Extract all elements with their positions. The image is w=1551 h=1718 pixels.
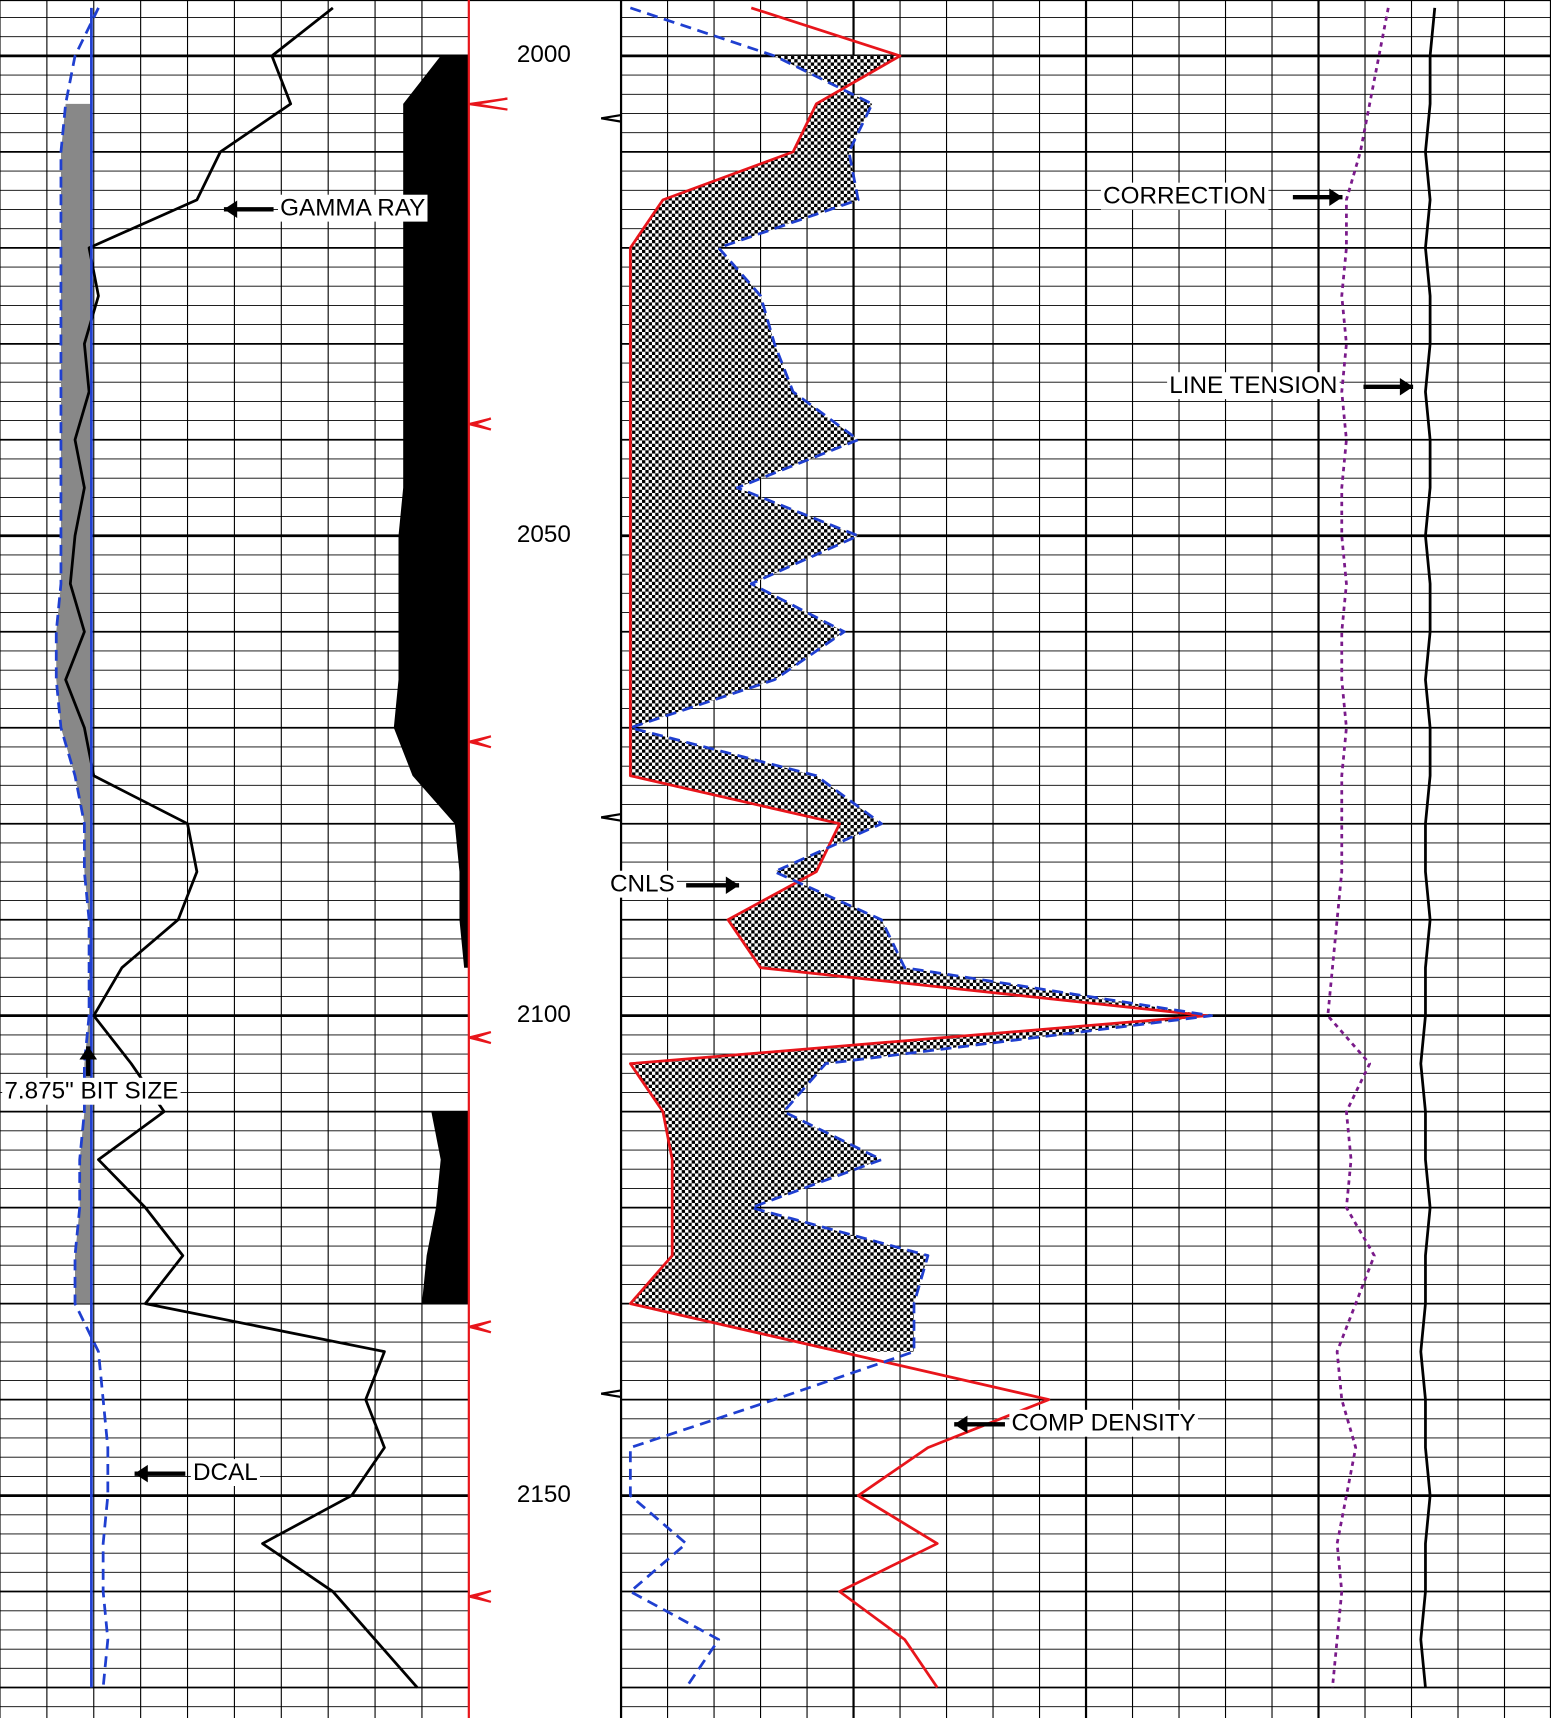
callout-arrow-head — [134, 1464, 148, 1483]
callout-arrow-head — [1329, 188, 1343, 206]
curve-label: COMP DENSITY — [1012, 1410, 1196, 1437]
label-background — [190, 1459, 260, 1487]
label-background — [607, 870, 677, 898]
label-background — [1009, 1409, 1198, 1437]
depth-label: 2100 — [517, 1001, 571, 1028]
label-background — [277, 194, 428, 222]
curve-label: DCAL — [193, 1459, 258, 1486]
curve-fill — [421, 1111, 469, 1304]
curve-label: CNLS — [610, 871, 675, 898]
label-background — [2, 1077, 181, 1105]
annotations: 2000 2050 2100 2150 GAMMA RAY DCAL 7.875" BIT … — [2, 41, 1414, 1508]
log-curve — [628, 6, 1213, 1689]
log-curve — [1419, 7, 1437, 1688]
depth-label: 2000 — [517, 41, 571, 68]
label-background — [1100, 182, 1269, 210]
curve-fill — [393, 55, 469, 968]
callout-arrow-head — [1399, 378, 1414, 396]
depth-label: 2150 — [517, 1481, 571, 1508]
depth-label: 2050 — [517, 521, 571, 548]
callout-arrow-head — [79, 1046, 98, 1060]
callout-arrow-head — [725, 876, 740, 895]
curve-label: 7.875" BIT SIZE — [4, 1078, 178, 1105]
curve-label: CORRECTION — [1103, 183, 1266, 210]
log-curve — [1326, 7, 1390, 1688]
log-curve — [54, 7, 110, 1688]
label-background — [1167, 372, 1340, 400]
callout-arrow-head — [223, 200, 238, 219]
callout-arrow-head — [954, 1415, 968, 1434]
curve-label: GAMMA RAY — [280, 195, 425, 222]
depth-track-markers — [467, 0, 622, 1718]
log-curve — [64, 6, 419, 1689]
curve-label: LINE TENSION — [1169, 372, 1337, 399]
curves — [54, 6, 1437, 1689]
